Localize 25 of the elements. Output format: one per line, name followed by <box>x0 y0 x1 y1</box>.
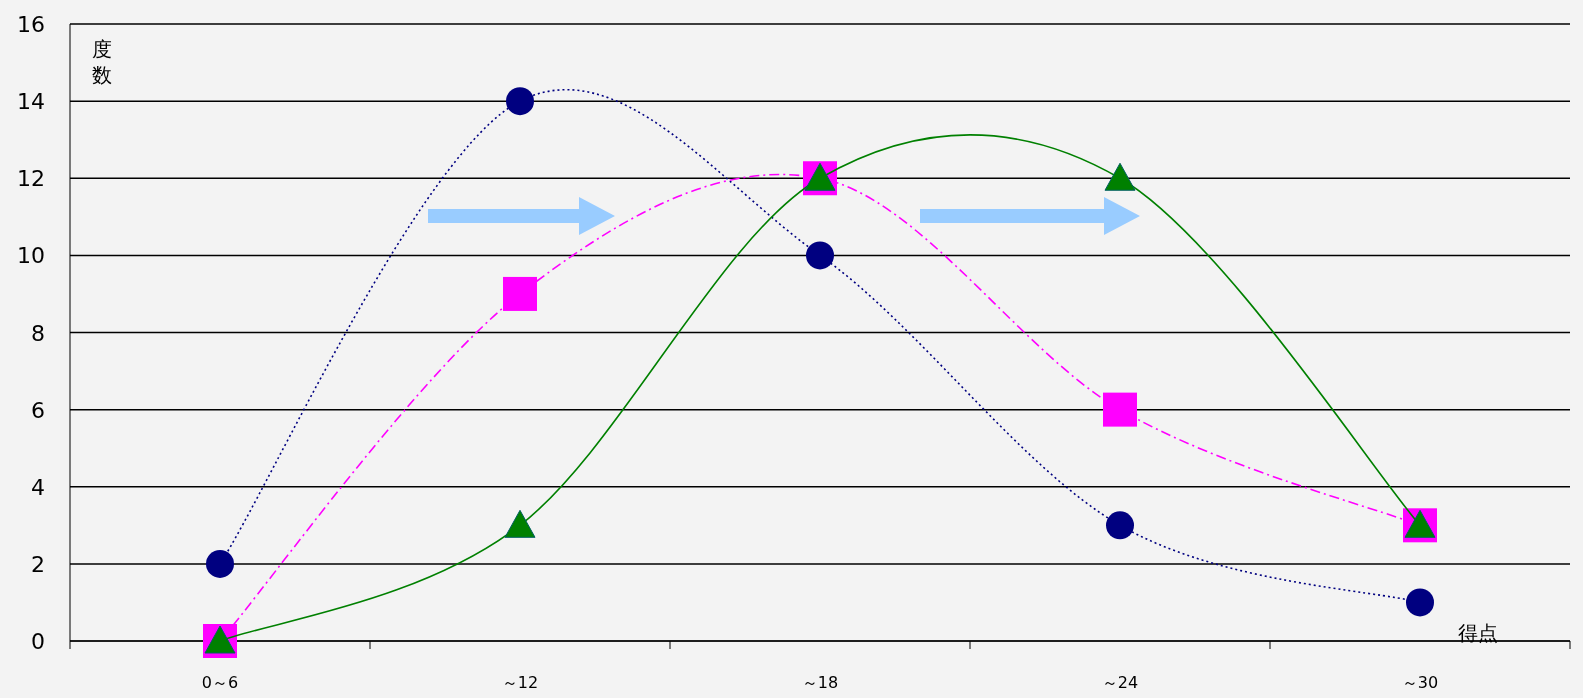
y-tick-label: 0 <box>31 629 45 654</box>
y-tick-label: 14 <box>17 89 45 115</box>
point <box>1103 392 1137 427</box>
point <box>506 87 534 116</box>
y-tick-label: 16 <box>17 12 45 37</box>
point <box>1406 588 1434 617</box>
y-axis-title: 度数 <box>92 37 112 87</box>
y-tick-label: 2 <box>31 551 45 577</box>
point <box>504 509 536 538</box>
y-tick-label: 12 <box>17 166 45 192</box>
x-tick-label: ～12 <box>501 673 539 692</box>
x-tick-label: ～18 <box>801 673 839 692</box>
x-tick-label: 0～6 <box>201 673 239 692</box>
y-tick-label: 4 <box>31 474 45 500</box>
x-tick-label: ～24 <box>1101 673 1139 692</box>
point <box>206 549 234 578</box>
point <box>503 276 537 311</box>
y-tick-label: 10 <box>17 243 45 269</box>
y-tick-label: 8 <box>31 320 45 346</box>
point <box>1104 162 1136 191</box>
point <box>806 241 834 270</box>
x-axis-title: 得点 <box>1458 621 1498 645</box>
point <box>1106 511 1134 540</box>
y-tick-label: 6 <box>31 397 45 423</box>
x-tick-label: ～30 <box>1401 673 1439 692</box>
